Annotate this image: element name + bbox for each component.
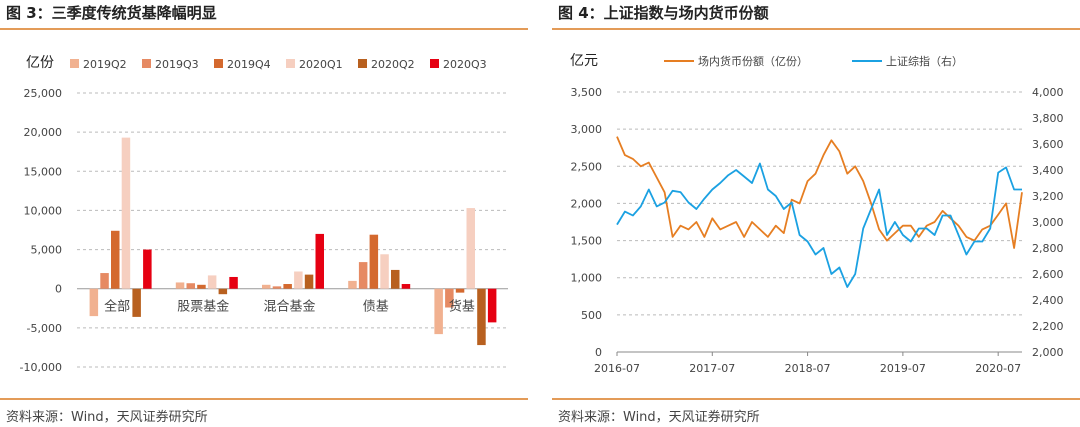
x-category-label: 货基 [449, 299, 475, 315]
legend-swatch [214, 59, 223, 68]
line-chart: 3,500 3,000 2,500 2,000 1,500 1,000 500 0 4,000 3… [570, 53, 1064, 375]
y2-tick-label: 2,200 [1032, 320, 1064, 333]
y2-tick-label: 2,800 [1032, 242, 1064, 255]
legend-swatch [142, 59, 151, 68]
bar [283, 284, 292, 289]
x-category-label: 债基 [363, 300, 389, 315]
bar [477, 288, 486, 346]
source-rule [0, 398, 528, 400]
legend-label: 2019Q3 [155, 58, 199, 71]
bar [262, 284, 271, 289]
bar [100, 273, 109, 289]
bar [111, 230, 120, 289]
x-tick-label: 2017-07 [689, 362, 735, 375]
bar [121, 137, 131, 289]
y-tick-label: 25,000 [24, 87, 63, 100]
y-axis-unit: 亿份 [26, 55, 54, 71]
chart-title: 图 3：三季度传统货基降幅明显 [6, 4, 217, 22]
bar [358, 262, 368, 289]
y-tick-label: 500 [581, 309, 602, 322]
bar [466, 208, 475, 289]
bar [380, 254, 389, 289]
panel-fig4: 图 4：上证指数与场内货币份额 3,500 3,000 2,500 2,000 1,50… [552, 0, 1080, 427]
y2-tick-label: 4,000 [1032, 86, 1064, 99]
bar [218, 288, 228, 295]
bar [401, 284, 411, 289]
legend-label: 2020Q1 [299, 58, 343, 71]
bar [143, 249, 152, 289]
bar [391, 269, 400, 289]
bar [294, 271, 303, 289]
y-axis-unit: 亿元 [570, 53, 598, 69]
title-rule [0, 28, 528, 30]
legend-swatch [286, 59, 295, 68]
legend-label: 2020Q2 [371, 58, 415, 71]
y2-tick-label: 2,600 [1032, 268, 1064, 281]
x-tick-label: 2020-07 [975, 362, 1021, 375]
y-tick-label: -10,000 [20, 361, 62, 374]
x-tick-label: 2018-07 [785, 362, 831, 375]
y-tick-label: 0 [595, 346, 602, 359]
y-tick-label: 3,500 [571, 86, 603, 99]
source-rule [552, 398, 1080, 400]
y-tick-label: 1,000 [571, 272, 603, 285]
y-tick-label: 3,000 [571, 123, 603, 136]
legend-swatch [358, 59, 367, 68]
legend-swatch [70, 59, 79, 68]
bar [445, 288, 454, 308]
source-note: 资料来源：Wind，天风证券研究所 [6, 410, 208, 425]
legend-label: 2019Q4 [227, 58, 271, 71]
bar [455, 288, 465, 293]
bar [229, 276, 238, 289]
series-line [616, 136, 1023, 249]
bar [348, 280, 357, 289]
bar [315, 233, 324, 289]
chart-title: 图 4：上证指数与场内货币份额 [558, 4, 769, 22]
y2-tick-label: 3,400 [1032, 164, 1064, 177]
title-rule [552, 28, 1080, 30]
bar [487, 288, 497, 323]
x-tick-label: 2019-07 [880, 362, 926, 375]
bar [197, 284, 206, 289]
bar [89, 288, 99, 317]
y-tick-label: 10,000 [24, 204, 63, 217]
bar [186, 283, 195, 289]
y-tick-label: 2,000 [571, 197, 603, 210]
bar [369, 234, 379, 289]
x-category-label: 混合基金 [263, 299, 315, 315]
legend-label: 2019Q2 [83, 58, 127, 71]
x-category-label: 全部 [104, 299, 130, 315]
legend-label: 上证综指（右） [886, 54, 963, 68]
y-tick-label: 0 [55, 283, 62, 296]
bar [175, 282, 185, 289]
bar-chart: 25,000 20,000 15,000 10,000 5,000 0 -5,000 -10,… [20, 55, 508, 374]
legend-label: 场内货币份额（亿份） [698, 54, 808, 68]
bar [272, 286, 282, 289]
series-line [616, 162, 1022, 288]
source-note: 资料来源：Wind，天风证券研究所 [558, 410, 760, 425]
y2-tick-label: 3,000 [1032, 216, 1064, 229]
y2-tick-label: 2,400 [1032, 294, 1064, 307]
x-tick-label: 2016-07 [594, 362, 640, 375]
bar [132, 288, 141, 317]
y2-tick-label: 2,000 [1032, 346, 1064, 359]
y-tick-label: 2,500 [571, 160, 603, 173]
y-tick-label: -5,000 [27, 322, 62, 335]
y-tick-label: 15,000 [24, 165, 63, 178]
legend-swatch [430, 59, 439, 68]
bar [434, 288, 443, 335]
bar [304, 274, 314, 289]
y2-tick-label: 3,800 [1032, 112, 1064, 125]
y-tick-label: 1,500 [571, 235, 603, 248]
y-tick-label: 20,000 [24, 126, 63, 139]
bar [207, 275, 217, 289]
legend-label: 2020Q3 [443, 58, 487, 71]
y2-tick-label: 3,600 [1032, 138, 1064, 151]
panel-fig3: 图 3：三季度传统货基降幅明显 25,000 20,000 15,000 10,000… [0, 0, 528, 427]
y-tick-label: 5,000 [31, 244, 63, 257]
x-category-label: 股票基金 [177, 299, 229, 315]
y2-tick-label: 3,200 [1032, 190, 1064, 203]
